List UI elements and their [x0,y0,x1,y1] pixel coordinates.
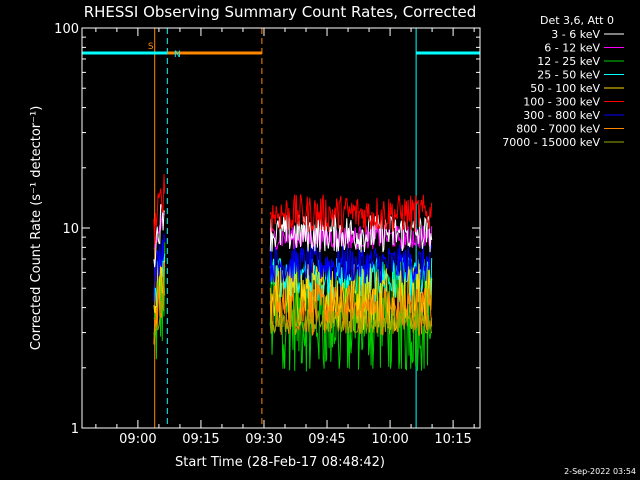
series-5-trace-0 [153,174,166,245]
chart-title: RHESSI Observing Summary Count Rates, Co… [84,3,477,21]
series-5 [153,174,433,245]
x-axis-label: Start Time (28-Feb-17 08:48:42) [175,455,385,470]
series-5-trace-1 [269,194,433,233]
legend-label-1: 6 - 12 keV [544,42,600,55]
legend-label-0: 3 - 6 keV [551,28,600,41]
series-6-trace-0 [153,233,166,302]
legend-label-6: 300 - 800 keV [523,109,600,122]
plot-area: SN [82,28,480,428]
y-tick-label-1: 10 [62,222,79,237]
axes: 09:00 09:15 09:30 09:45 10:00 10:15 1 10 100 [54,22,480,447]
legend-title: Det 3,6, Att 0 [540,14,614,27]
x-tick-label-4: 10:00 [371,432,408,447]
series-6-trace-1 [269,243,433,284]
y-tick-label-2: 100 [54,22,79,37]
flag-label-1: N [174,50,181,60]
series-4-trace-1 [269,261,433,332]
y-tick-label-0: 1 [71,422,79,437]
legend-label-5: 100 - 300 keV [523,96,600,109]
legend-label-3: 25 - 50 keV [537,69,600,82]
footer-date: 2-Sep-2022 03:54 [564,467,636,476]
series-8-trace-1 [269,309,433,335]
series-8-trace-0 [153,286,166,338]
x-tick-label-1: 09:15 [182,432,219,447]
series-8 [153,286,433,338]
series-6 [153,233,433,302]
legend-label-2: 12 - 25 keV [537,55,600,68]
series-7 [153,262,433,345]
flag-label-0: S [148,42,154,52]
series-7-trace-1 [269,283,433,337]
x-tick-label-3: 09:45 [308,432,345,447]
legend-label-8: 7000 - 15000 keV [502,136,600,149]
x-tick-label-0: 09:00 [119,432,156,447]
x-tick-label-2: 09:30 [245,432,282,447]
series-7-trace-0 [153,262,166,345]
x-tick-label-5: 10:15 [434,432,471,447]
legend-label-7: 800 - 7000 keV [516,123,600,136]
legend-label-4: 50 - 100 keV [530,82,600,95]
series-0-trace-0 [153,203,165,268]
y-axis-label: Corrected Count Rate (s⁻¹ detector⁻¹) [29,106,44,351]
series-2-trace-1 [269,261,433,372]
series-1-trace-1 [269,224,433,250]
